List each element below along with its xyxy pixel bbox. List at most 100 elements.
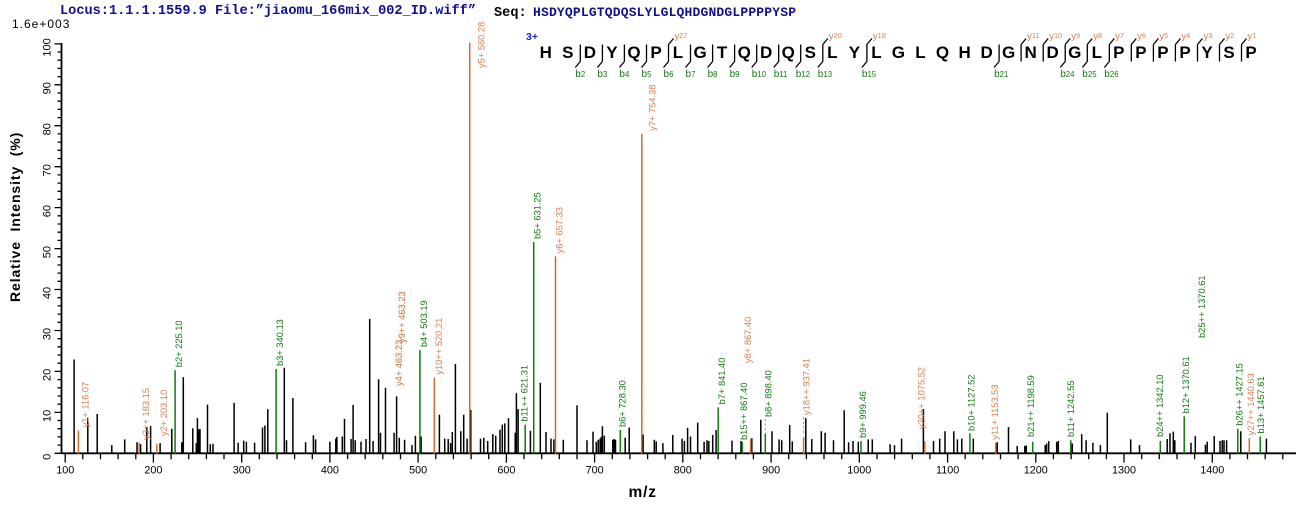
svg-text:900: 900 — [762, 465, 780, 477]
svg-text:b12+ 1370.61: b12+ 1370.61 — [1181, 356, 1191, 413]
svg-text:Locus:1.1.1.1559.9 File:”jiaom: Locus:1.1.1.1559.9 File:”jiaomu_166mix_0… — [60, 4, 476, 19]
svg-text:b10+ 1127.52: b10+ 1127.52 — [966, 375, 976, 431]
svg-text:b5+ 631.25: b5+ 631.25 — [533, 192, 543, 239]
svg-text:y6: y6 — [1137, 31, 1146, 42]
svg-text:y7+ 754.38: y7+ 754.38 — [647, 85, 657, 131]
svg-text:y1: y1 — [1248, 31, 1257, 42]
svg-text:Y: Y — [606, 43, 618, 62]
svg-text:G: G — [693, 43, 706, 62]
svg-text:D: D — [760, 43, 772, 62]
svg-text:H: H — [540, 43, 552, 62]
svg-text:y27++ 1440.63: y27++ 1440.63 — [1246, 373, 1256, 435]
svg-text:D: D — [1047, 43, 1059, 62]
svg-text:0: 0 — [42, 454, 54, 460]
svg-text:H: H — [958, 43, 970, 62]
svg-text:b26: b26 — [1104, 69, 1118, 80]
svg-text:P: P — [1135, 43, 1146, 62]
svg-text:30: 30 — [42, 328, 54, 340]
svg-text:y20++ 1075.52: y20++ 1075.52 — [916, 367, 926, 429]
svg-text:b3+ 340.13: b3+ 340.13 — [275, 319, 285, 366]
svg-text:y8+ 867.40: y8+ 867.40 — [743, 317, 753, 363]
svg-text:b10: b10 — [752, 69, 767, 80]
svg-text:y2+ 203.10: y2+ 203.10 — [159, 390, 169, 436]
svg-text:1.6e+003: 1.6e+003 — [12, 17, 70, 31]
svg-text:b25++ 1370.61: b25++ 1370.61 — [1197, 275, 1207, 338]
svg-text:60: 60 — [42, 205, 54, 217]
svg-text:b3: b3 — [597, 69, 607, 80]
svg-text:1000: 1000 — [847, 465, 871, 477]
svg-text:20: 20 — [42, 369, 54, 381]
svg-text:b24: b24 — [1060, 69, 1075, 80]
svg-text:y8: y8 — [1093, 31, 1102, 42]
svg-text:b4: b4 — [619, 69, 630, 80]
svg-text:Q: Q — [782, 43, 795, 62]
svg-text:y4+ 463.23: y4+ 463.23 — [394, 340, 404, 386]
svg-text:b4+ 503.19: b4+ 503.19 — [419, 300, 429, 347]
svg-text:y9++ 463.23: y9++ 463.23 — [397, 291, 407, 343]
svg-text:HSDYQPLGTQDQSLYLGLQHDGNDGLPPPP: HSDYQPLGTQDQSLYLGLQHDGNDGLPPPPYSP — [533, 5, 796, 20]
svg-text:800: 800 — [674, 465, 692, 477]
svg-text:40: 40 — [42, 287, 54, 299]
svg-text:b2: b2 — [575, 69, 585, 80]
svg-text:L: L — [827, 43, 837, 62]
svg-text:90: 90 — [42, 82, 54, 94]
svg-text:b15: b15 — [862, 69, 877, 80]
svg-text:b11+ 1242.55: b11+ 1242.55 — [1066, 381, 1076, 437]
svg-text:100: 100 — [56, 465, 74, 477]
svg-text:700: 700 — [586, 465, 604, 477]
svg-text:G: G — [1002, 43, 1015, 62]
svg-text:b13+ 1457.61: b13+ 1457.61 — [1256, 376, 1266, 433]
svg-text:b8: b8 — [708, 69, 718, 80]
svg-text:b13: b13 — [818, 69, 832, 80]
svg-text:b7+ 841.40: b7+ 841.40 — [717, 358, 727, 405]
svg-text:b7: b7 — [686, 69, 696, 80]
svg-text:Relative Intensity (%): Relative Intensity (%) — [7, 132, 23, 302]
svg-text:T: T — [717, 43, 728, 62]
svg-text:400: 400 — [321, 465, 339, 477]
svg-text:D: D — [584, 43, 596, 62]
svg-text:y11+ 1153.53: y11+ 1153.53 — [990, 384, 1000, 439]
svg-text:b11: b11 — [774, 69, 788, 80]
svg-text:y9: y9 — [1071, 31, 1080, 42]
svg-text:b6+ 728.30: b6+ 728.30 — [617, 380, 627, 427]
svg-text:50: 50 — [42, 246, 54, 258]
svg-text:P: P — [1157, 43, 1168, 62]
svg-text:y5+ 560.28: y5+ 560.28 — [477, 22, 487, 68]
svg-text:b12: b12 — [796, 69, 810, 80]
svg-text:L: L — [871, 43, 881, 62]
svg-text:3+: 3+ — [526, 31, 538, 43]
svg-text:b9+ 999.46: b9+ 999.46 — [858, 391, 868, 438]
svg-text:P: P — [1113, 43, 1124, 62]
svg-text:y27: y27 — [675, 31, 688, 42]
svg-text:b25: b25 — [1082, 69, 1097, 80]
svg-text:70: 70 — [42, 164, 54, 176]
svg-text:1100: 1100 — [936, 465, 959, 477]
svg-text:y3++ 183.15: y3++ 183.15 — [141, 388, 151, 440]
svg-text:b21++ 1198.59: b21++ 1198.59 — [1026, 375, 1036, 437]
svg-text:1400: 1400 — [1200, 465, 1224, 477]
svg-text:b11++ 621.31: b11++ 621.31 — [520, 365, 530, 422]
svg-text:y18++ 937.41: y18++ 937.41 — [802, 358, 812, 415]
svg-text:1300: 1300 — [1112, 465, 1136, 477]
svg-text:L: L — [673, 43, 683, 62]
svg-text:b8+ 898.40: b8+ 898.40 — [764, 370, 774, 417]
svg-text:300: 300 — [233, 465, 251, 477]
svg-text:200: 200 — [144, 465, 162, 477]
svg-text:b26++ 1427.15: b26++ 1427.15 — [1234, 363, 1244, 426]
svg-text:y10: y10 — [1049, 31, 1062, 42]
svg-text:y4: y4 — [1181, 31, 1190, 42]
svg-text:G: G — [892, 43, 905, 62]
svg-text:1200: 1200 — [1024, 465, 1048, 477]
svg-text:y3: y3 — [1204, 31, 1213, 42]
svg-text:P: P — [650, 43, 661, 62]
svg-text:b2+ 225.10: b2+ 225.10 — [174, 320, 184, 367]
svg-text:y6+ 657.33: y6+ 657.33 — [555, 207, 565, 253]
svg-text:P: P — [1179, 43, 1190, 62]
svg-text:Q: Q — [738, 43, 751, 62]
svg-text:10: 10 — [42, 410, 54, 422]
svg-text:y20: y20 — [829, 31, 842, 42]
svg-text:b24++ 1342.10: b24++ 1342.10 — [1155, 374, 1165, 437]
svg-text:500: 500 — [409, 465, 427, 477]
svg-text:y18: y18 — [873, 31, 886, 42]
svg-text:S: S — [1223, 43, 1234, 62]
